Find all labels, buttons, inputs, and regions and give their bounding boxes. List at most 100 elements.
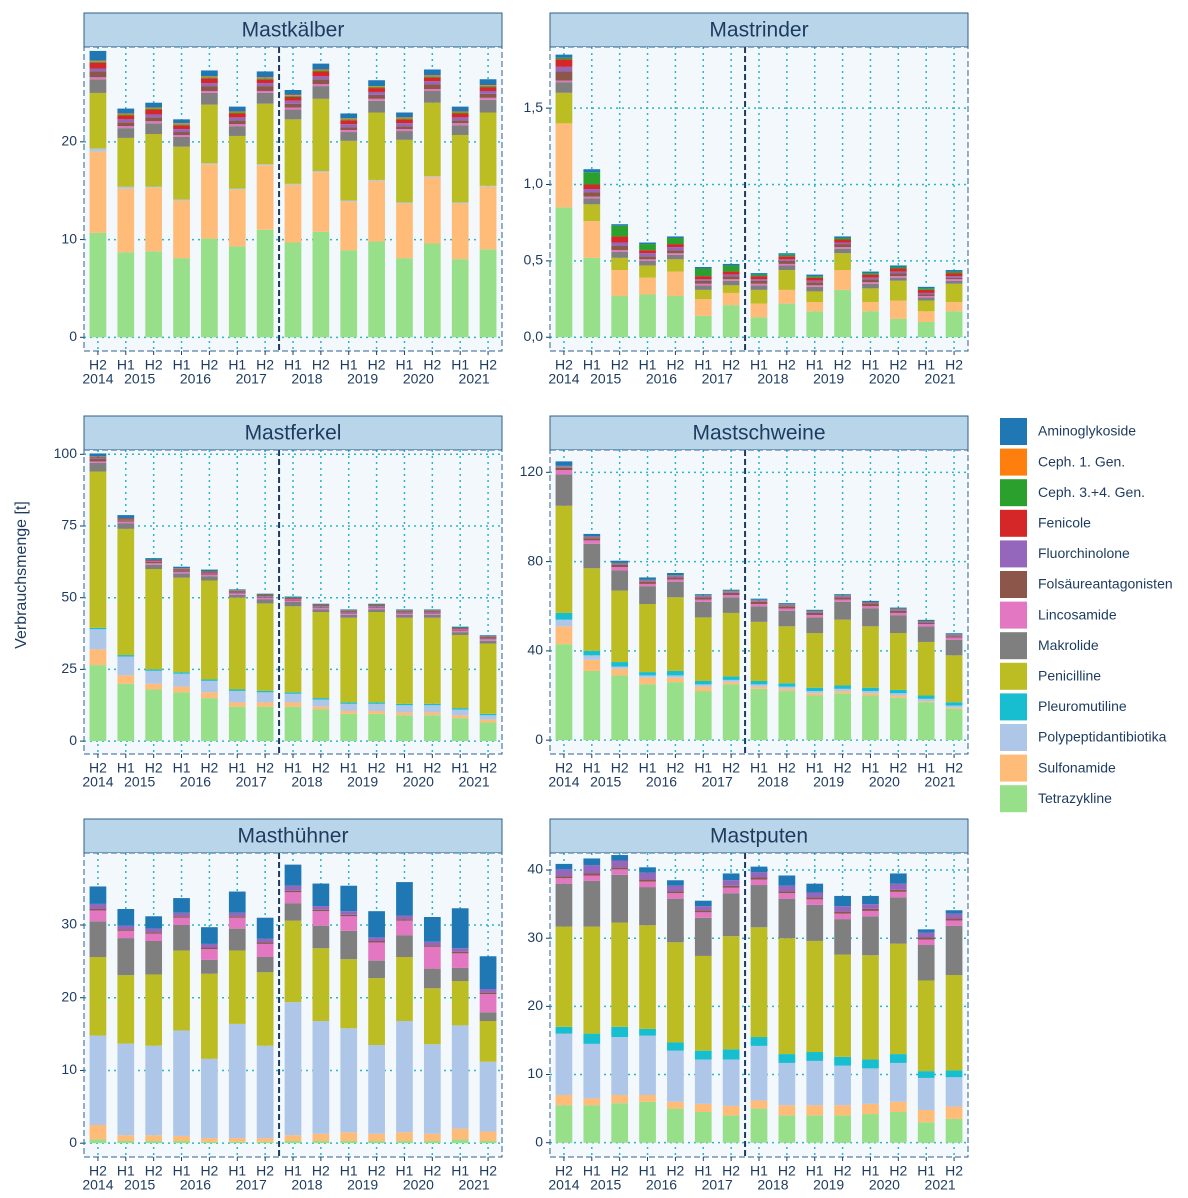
bar-segment	[751, 878, 768, 880]
bar-segment	[452, 627, 469, 628]
bar-segment	[368, 941, 385, 942]
bar-segment	[723, 275, 740, 277]
bar-segment	[946, 281, 963, 284]
y-tick-label: 40	[527, 642, 543, 658]
bar-segment	[723, 1115, 740, 1142]
bar-segment	[480, 989, 497, 993]
bar-segment	[452, 968, 469, 981]
bar-segment	[611, 296, 628, 337]
bar-segment	[340, 130, 357, 132]
bar-segment	[918, 1078, 935, 1110]
bar-segment	[257, 942, 274, 943]
bar-segment	[285, 184, 302, 185]
bar-segment	[229, 913, 246, 917]
bar-segment	[806, 287, 823, 292]
bar-segment	[862, 1068, 879, 1103]
bar-segment	[396, 258, 413, 337]
bar-segment	[145, 1135, 162, 1141]
bar-segment	[862, 904, 879, 909]
bar-segment	[946, 640, 963, 656]
bar-segment	[285, 606, 302, 692]
bar-segment	[695, 285, 712, 290]
bar-segment	[806, 899, 823, 904]
bar-segment	[556, 71, 573, 80]
x-year-label: 2017	[236, 774, 267, 790]
bar-segment	[695, 290, 712, 299]
legend-swatch	[1000, 479, 1027, 506]
bar-segment	[946, 975, 963, 1070]
bar-segment	[117, 929, 134, 930]
bar-segment	[890, 615, 907, 633]
bar-segment	[90, 1036, 107, 1125]
bar-segment	[90, 71, 107, 77]
bar-segment	[639, 250, 656, 253]
bar-segment	[90, 665, 107, 741]
bar-segment	[145, 121, 162, 123]
bar-segment	[639, 887, 656, 925]
bar-segment	[834, 600, 851, 602]
bar-segment	[667, 671, 684, 675]
bar-segment	[723, 597, 740, 613]
bar-segment	[173, 578, 190, 673]
bar-segment	[556, 58, 573, 60]
legend-swatch	[1000, 693, 1027, 720]
bar-segment	[201, 163, 218, 164]
bar-segment	[779, 1115, 796, 1142]
bar-segment	[751, 281, 768, 284]
bar-segment	[340, 200, 357, 201]
bar-segment	[313, 172, 330, 232]
bar-segment	[257, 707, 274, 741]
bar-segment	[90, 909, 107, 910]
bar-segment	[639, 604, 656, 672]
bar-segment	[834, 689, 851, 691]
bar-segment	[173, 898, 190, 913]
x-year-label: 2019	[813, 774, 844, 790]
bar-segment	[611, 1027, 628, 1037]
bar-segment	[201, 1138, 218, 1142]
bar-segment	[667, 886, 684, 891]
x-year-label: 2016	[180, 1177, 211, 1193]
bar-segment	[201, 572, 218, 573]
bar-segment	[313, 1134, 330, 1141]
bar-segment	[117, 1044, 134, 1136]
bar-segment	[313, 700, 330, 707]
legend-label: Lincosamide	[1038, 606, 1117, 622]
bar-segment	[90, 456, 107, 457]
bar-segment	[556, 878, 573, 883]
bar-segment	[583, 197, 600, 199]
bar-segment	[918, 294, 935, 296]
bar-segment	[257, 78, 274, 79]
bar-segment	[117, 109, 134, 114]
bar-segment	[862, 691, 879, 693]
bar-segment	[117, 189, 134, 253]
bar-segment	[556, 876, 573, 878]
bar-segment	[834, 693, 851, 740]
bar-segment	[946, 708, 963, 709]
bar-segment	[396, 615, 413, 618]
bar-segment	[396, 129, 413, 131]
bar-segment	[173, 572, 190, 573]
bar-segment	[583, 258, 600, 337]
bar-segment	[145, 108, 162, 109]
bar-segment	[583, 865, 600, 873]
bar-segment	[452, 630, 469, 631]
bar-segment	[639, 253, 656, 256]
bar-segment	[201, 679, 218, 680]
bar-segment	[480, 85, 497, 86]
bar-segment	[556, 55, 573, 58]
bar-segment	[556, 864, 573, 869]
bar-segment	[862, 688, 879, 691]
bar-segment	[723, 265, 740, 271]
bar-segment	[556, 620, 573, 627]
bar-segment	[285, 692, 302, 693]
bar-segment	[229, 1142, 246, 1143]
bar-segment	[834, 253, 851, 270]
bar-segment	[340, 615, 357, 618]
bar-segment	[424, 917, 441, 942]
bar-segment	[424, 89, 441, 91]
bar-segment	[90, 628, 107, 629]
bar-segment	[313, 604, 330, 605]
bar-segment	[452, 628, 469, 629]
bar-segment	[368, 80, 385, 86]
bar-segment	[556, 81, 573, 83]
